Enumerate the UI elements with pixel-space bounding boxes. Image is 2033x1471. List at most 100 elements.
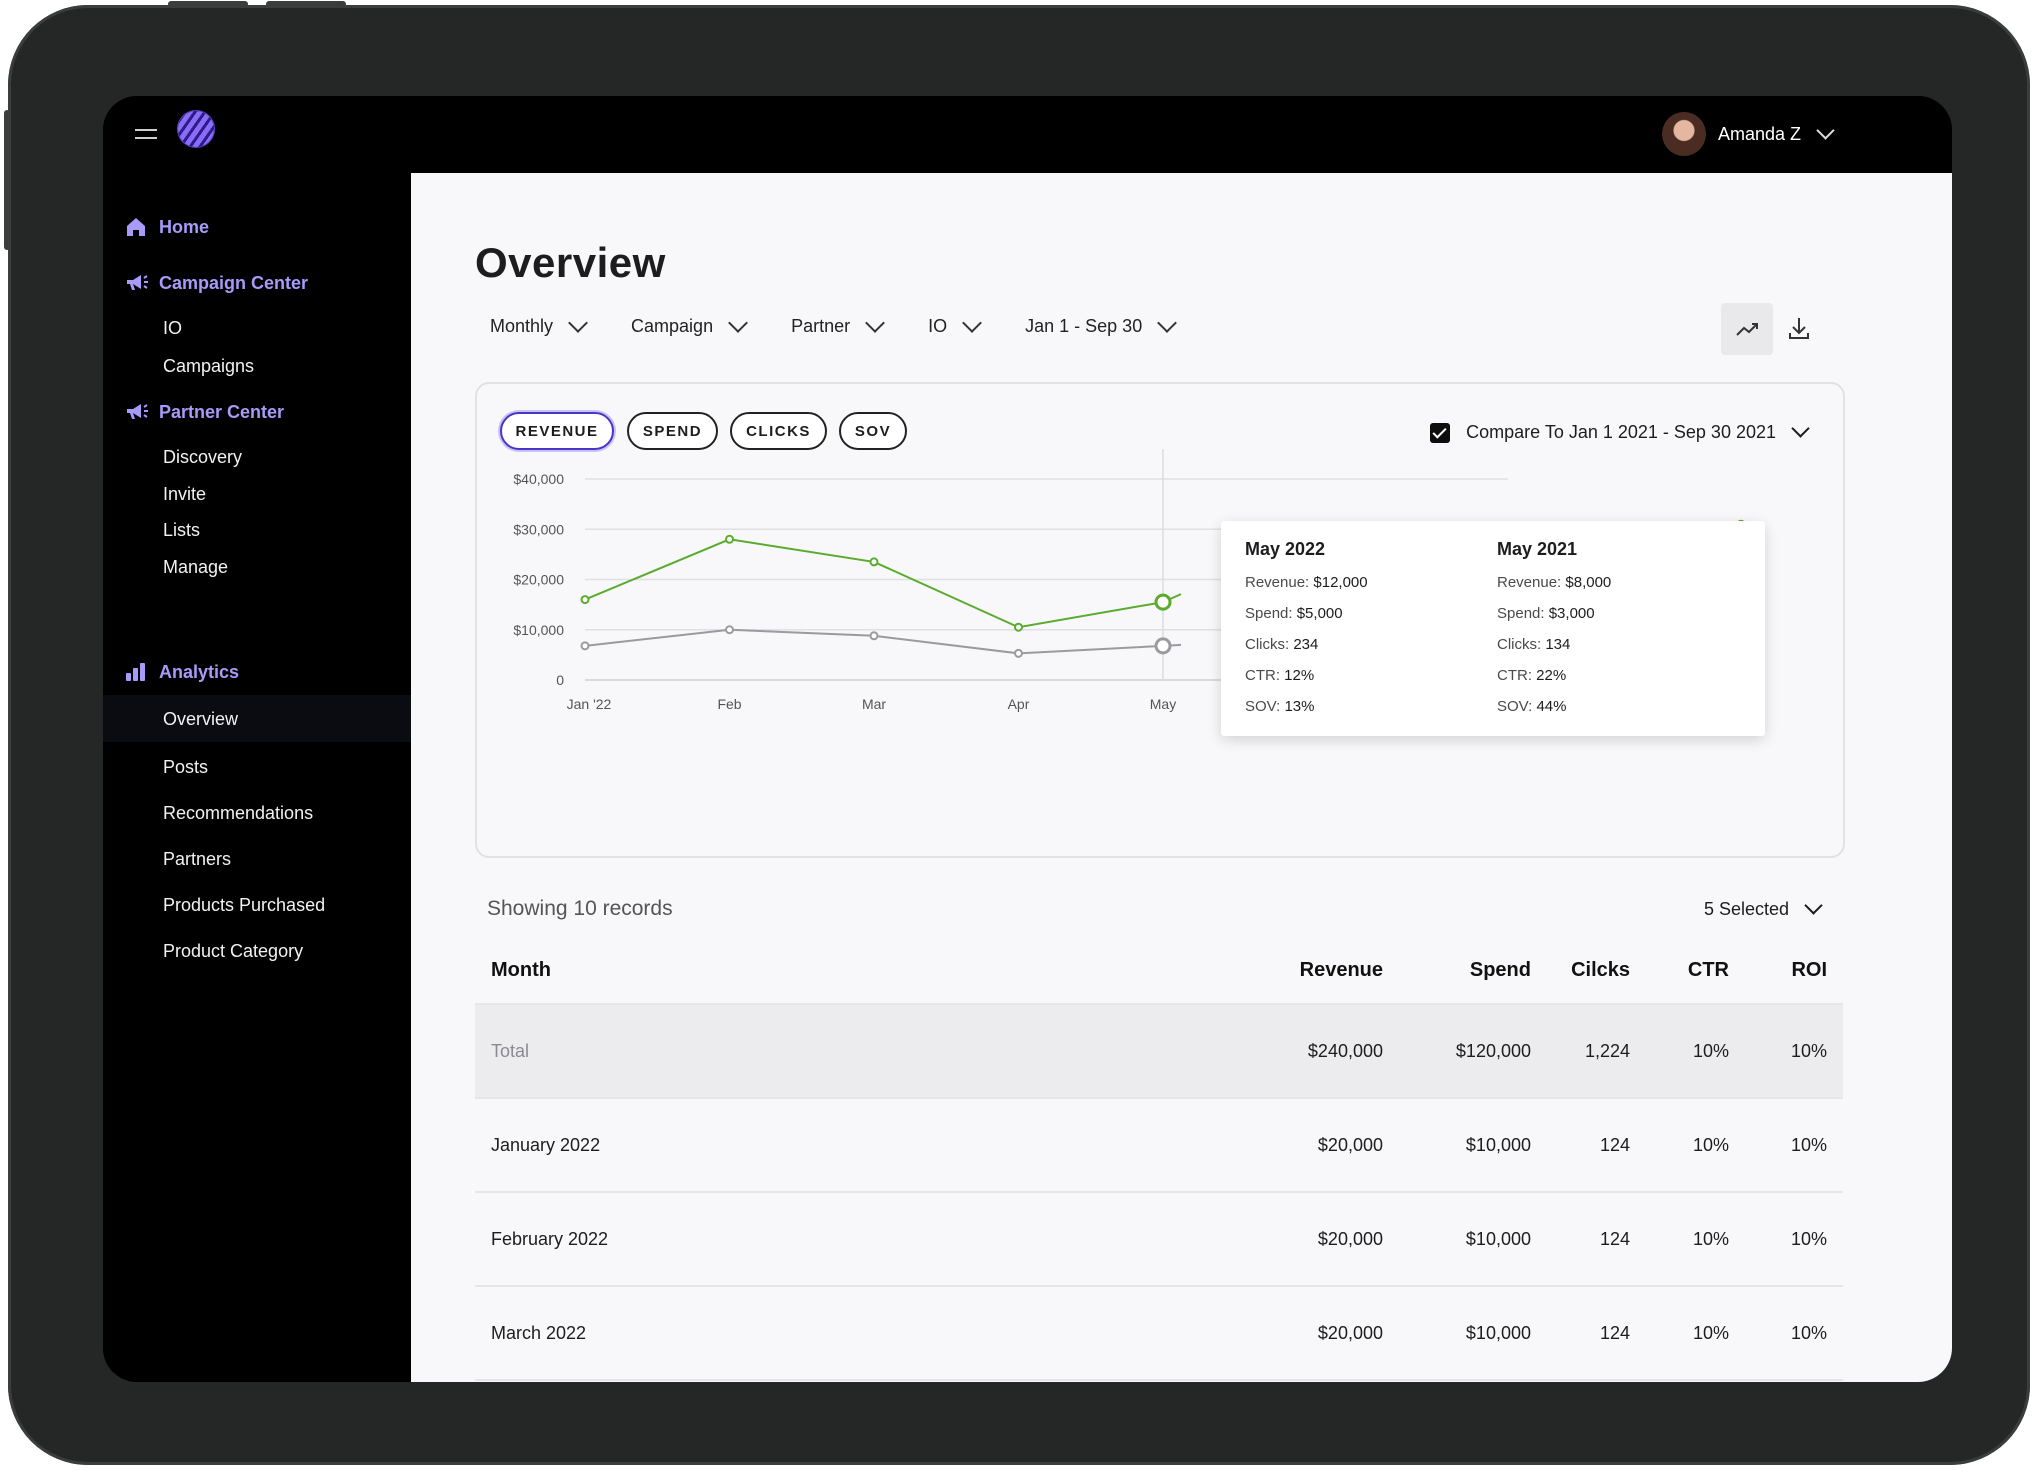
trend-view-button[interactable] [1721,303,1773,355]
tooltip-value: 22% [1536,667,1567,684]
chevron-down-icon [962,312,983,333]
column-header-month[interactable]: Month [491,959,551,981]
filter-label: Partner [791,316,851,336]
column-header-clicks[interactable]: Cilcks [1571,959,1630,981]
data-point [1014,648,1023,658]
column-selector-label: 5 Selected [1703,899,1789,919]
data-point [869,631,879,641]
metric-pill-sov[interactable]: SOV [839,412,907,450]
x-tick-label: Feb [717,696,741,712]
screen: Amanda Z Home Campaign Center IO Campaig… [103,96,1952,1382]
table-row[interactable]: January 2022 $20,000 $10,000 124 10% 10% [475,1099,1843,1193]
table-cell: 10% [1790,1041,1827,1061]
user-name: Amanda Z [1717,123,1801,144]
sidebar-item-campaigns[interactable]: Campaigns [163,356,255,376]
tooltip-value: 44% [1536,698,1567,715]
tooltip-title: May 2022 [1245,539,1326,559]
sidebar-item-product-category[interactable]: Product Category [163,941,304,961]
tooltip-value: 12% [1284,667,1315,684]
table-cell: February 2022 [491,1229,609,1249]
table-cell: Total [491,1041,530,1061]
tooltip-key: SOV: [1497,698,1533,715]
table-header: Month Revenue Spend Cilcks CTR ROI [475,932,1843,1005]
sidebar-section-partner-center[interactable]: Partner Center [125,401,284,423]
sidebar-item-products-purchased[interactable]: Products Purchased [163,895,326,915]
tooltip-value: 234 [1293,636,1319,653]
trend-icon [1736,323,1758,336]
sidebar-section-campaign-center[interactable]: Campaign Center [125,272,308,294]
tooltip-key: SOV: [1245,698,1281,715]
brand-logo[interactable] [178,111,214,147]
tooltip-line: SOV: 13% [1245,698,1368,729]
sidebar-item-discovery[interactable]: Discovery [163,447,243,467]
download-button[interactable] [1773,303,1825,355]
data-point [725,625,734,635]
compare-label: Compare To Jan 1 2021 - Sep 30 2021 [1466,422,1776,442]
filter-label: IO [928,316,948,336]
data-point [725,534,734,544]
column-header-roi[interactable]: ROI [1791,959,1827,981]
table-row[interactable]: February 2022 $20,000 $10,000 124 10% 10… [475,1193,1843,1287]
filter-io[interactable]: IO [928,312,983,337]
sidebar-item-recommendations[interactable]: Recommendations [163,803,314,823]
x-tick-label: Mar [862,696,886,712]
chevron-down-icon [1804,896,1823,915]
sidebar-item-partners[interactable]: Partners [163,849,232,869]
metric-pill-clicks[interactable]: CLICKS [730,412,827,450]
sidebar-active-highlight [103,695,411,742]
tooltip-title: May 2021 [1497,539,1578,559]
filter-bar: Monthly Campaign Partner IO Jan 1 - Sep … [490,312,1220,337]
compare-checkbox[interactable] [1430,422,1451,443]
table-cell: $20,000 [1317,1323,1383,1343]
sidebar-item-manage[interactable]: Manage [163,557,229,577]
data-point [1154,637,1172,655]
tooltip-value: $12,000 [1313,574,1368,591]
sidebar: Home Campaign Center IO Campaigns Partne… [103,173,411,1382]
records-count: Showing 10 records [487,897,673,920]
filter-label: Campaign [631,316,714,336]
device-button-side [4,110,10,250]
tooltip-previous: May 2021 Revenue: $8,000 Spend: $3,000 C… [1497,539,1611,729]
table-cell: 1,224 [1584,1041,1630,1061]
table-cell: $10,000 [1465,1135,1531,1155]
sidebar-section-label: Analytics [159,661,240,682]
column-selector[interactable]: 5 Selected [1703,896,1823,920]
column-header-revenue[interactable]: Revenue [1299,959,1383,981]
device-button-top-1 [168,1,248,7]
sidebar-item-invite[interactable]: Invite [163,484,207,504]
column-header-spend[interactable]: Spend [1469,959,1531,981]
compare-toggle[interactable]: Compare To Jan 1 2021 - Sep 30 2021 [1430,419,1810,443]
y-tick-label: $20,000 [513,572,564,588]
table-cell: 10% [1790,1323,1827,1343]
chart-card: REVENUE SPEND CLICKS SOV Compare To Jan … [475,382,1845,858]
table-cell: $120,000 [1455,1041,1531,1061]
table-cell: 10% [1692,1229,1729,1249]
filter-period[interactable]: Monthly [490,312,588,337]
chevron-down-icon [568,312,588,333]
y-tick-label: $30,000 [513,521,564,537]
filter-campaign[interactable]: Campaign [631,312,748,337]
column-header-ctr[interactable]: CTR [1687,959,1729,981]
filter-partner[interactable]: Partner [791,312,886,337]
sidebar-item-lists[interactable]: Lists [163,520,201,540]
tooltip-key: Revenue: [1245,574,1310,591]
sidebar-item-io[interactable]: IO [163,318,183,338]
sidebar-item-posts[interactable]: Posts [163,757,209,777]
metric-pill-spend[interactable]: SPEND [627,412,718,450]
metric-pill-revenue[interactable]: REVENUE [500,412,614,450]
tooltip-line: Clicks: 234 [1245,636,1368,667]
avatar [1661,112,1706,156]
tooltip-line: Clicks: 134 [1497,636,1611,667]
top-bar: Amanda Z [103,96,1952,173]
sidebar-item-overview[interactable]: Overview [163,709,239,729]
hamburger-menu-icon[interactable] [135,129,157,141]
tooltip-value: $8,000 [1565,574,1612,591]
sidebar-section-analytics[interactable]: Analytics [125,661,239,683]
table-row[interactable]: March 2022 $20,000 $10,000 124 10% 10% [475,1287,1843,1381]
table-cell: March 2022 [491,1323,587,1343]
sidebar-item-home[interactable]: Home [125,216,209,238]
user-menu[interactable]: Amanda Z [1661,110,1835,158]
chart-tooltip: May 2022 Revenue: $12,000 Spend: $5,000 … [1221,521,1765,736]
tooltip-key: Revenue: [1497,574,1562,591]
filter-date-range[interactable]: Jan 1 - Sep 30 [1025,312,1178,337]
